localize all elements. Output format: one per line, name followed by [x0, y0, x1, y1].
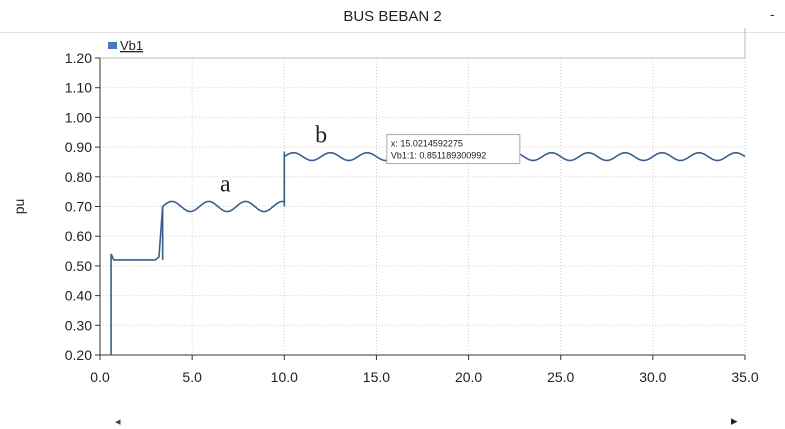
- y-tick-label: 1.20: [65, 50, 92, 66]
- x-tick-label: 15.0: [363, 369, 390, 385]
- x-tick-label: 20.0: [455, 369, 482, 385]
- tooltip-y-value: Vb1:1: 0.851189300992: [391, 151, 486, 161]
- x-tick-label: 5.0: [182, 369, 202, 385]
- tooltip-x-value: x: 15.0214592275: [391, 139, 463, 149]
- x-tick-label: 25.0: [547, 369, 574, 385]
- y-tick-label: 0.60: [65, 228, 92, 244]
- y-tick-label: 1.00: [65, 109, 92, 125]
- x-tick-label: 35.0: [731, 369, 758, 385]
- y-tick-label: 0.30: [65, 317, 92, 333]
- y-tick-label: 0.80: [65, 169, 92, 185]
- chart-title: BUS BEBAN 2: [343, 8, 442, 25]
- x-tick-label: 10.0: [271, 369, 298, 385]
- legend-label-vb1[interactable]: Vb1: [120, 38, 143, 53]
- minimize-mark[interactable]: -: [770, 6, 775, 22]
- y-tick-label: 0.50: [65, 258, 92, 274]
- legend-swatch-vb1: [108, 42, 117, 49]
- horizontal-scrollbar[interactable]: [100, 410, 750, 429]
- title-bar: BUS BEBAN 2 -: [0, 0, 785, 33]
- scroll-right-arrow-icon[interactable]: ▸: [731, 413, 738, 428]
- annotation-b: b: [315, 123, 327, 149]
- x-tick-label: 30.0: [639, 369, 666, 385]
- y-tick-label: 0.90: [65, 139, 92, 155]
- y-tick-label: 0.20: [65, 347, 92, 363]
- y-tick-label: 0.70: [65, 199, 92, 215]
- y-tick-label: 0.40: [65, 288, 92, 304]
- y-tick-label: 1.10: [65, 80, 92, 96]
- tooltip-box: [386, 134, 521, 165]
- y-axis-label: pu: [11, 199, 27, 215]
- x-tick-label: 0.0: [90, 369, 110, 385]
- annotation-a: a: [220, 172, 231, 198]
- scroll-left-arrow-icon[interactable]: ◂: [115, 416, 121, 428]
